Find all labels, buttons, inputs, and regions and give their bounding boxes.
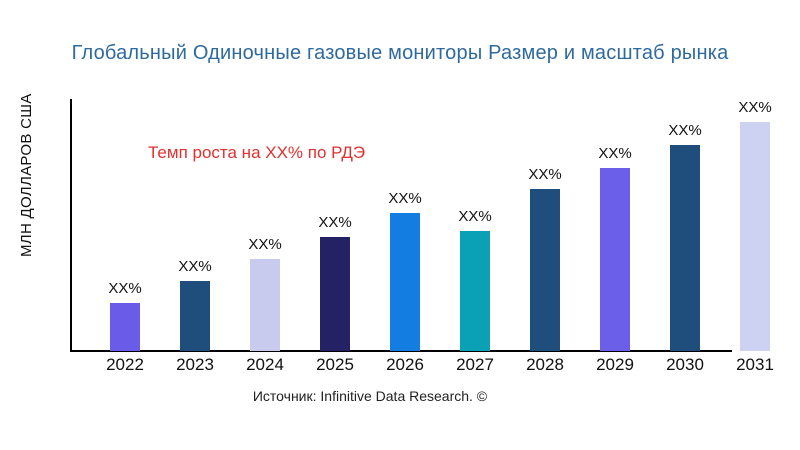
- bar-value-label-2022: XX%: [108, 280, 142, 297]
- x-tick-label-2027: 2027: [456, 355, 494, 374]
- x-tick-label-2030: 2030: [666, 355, 704, 374]
- x-tick-label-2025: 2025: [316, 355, 354, 374]
- bar-2028: [530, 189, 560, 351]
- bar-2031: [740, 122, 770, 351]
- chart-title: Глобальный Одиночные газовые мониторы Ра…: [71, 42, 729, 64]
- bar-2022: [110, 303, 140, 351]
- bar-value-label-2026: XX%: [388, 190, 422, 207]
- bar-2027: [460, 231, 490, 351]
- bar-value-label-2029: XX%: [598, 145, 632, 162]
- y-axis-label: МЛН ДОЛЛАРОВ США: [18, 93, 35, 257]
- bar-value-label-2028: XX%: [528, 166, 562, 183]
- x-tick-label-2026: 2026: [386, 355, 424, 374]
- growth-rate-annotation: Темп роста на XX% по РДЭ: [148, 143, 366, 162]
- x-tick-label-2031: 2031: [736, 355, 774, 374]
- x-tick-label-2029: 2029: [596, 355, 634, 374]
- x-tick-label-2022: 2022: [106, 355, 144, 374]
- bar-2024: [250, 259, 280, 351]
- x-tick-label-2023: 2023: [176, 355, 214, 374]
- x-axis-line: [70, 350, 732, 352]
- y-axis-line: [70, 99, 72, 352]
- x-tick-label-2024: 2024: [246, 355, 284, 374]
- bar-2026: [390, 213, 420, 351]
- bar-2029: [600, 168, 630, 351]
- bar-value-label-2027: XX%: [458, 208, 492, 225]
- source-note: Источник: Infinitive Data Research. ©: [252, 388, 488, 404]
- bar-value-label-2023: XX%: [178, 258, 212, 275]
- bar-2030: [670, 145, 700, 351]
- x-tick-label-2028: 2028: [526, 355, 564, 374]
- bar-2023: [180, 281, 210, 351]
- bar-value-label-2031: XX%: [738, 99, 772, 116]
- bar-value-label-2025: XX%: [318, 214, 352, 231]
- bar-value-label-2030: XX%: [668, 122, 702, 139]
- bar-value-label-2024: XX%: [248, 236, 282, 253]
- bar-2025: [320, 237, 350, 351]
